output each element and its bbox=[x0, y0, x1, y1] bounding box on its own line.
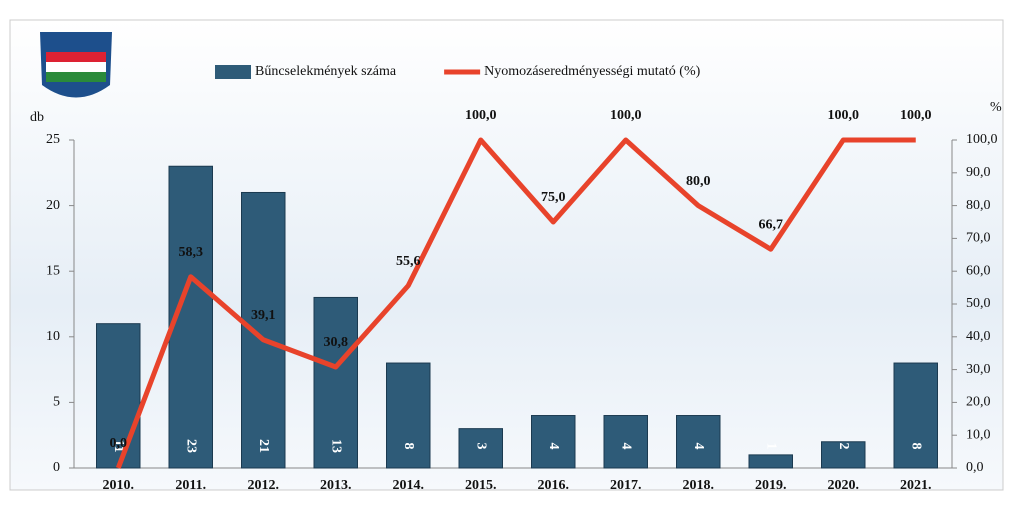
bar-value-label: 4 bbox=[546, 443, 561, 450]
x-tick-label: 2017. bbox=[610, 478, 642, 493]
legend-swatch bbox=[215, 65, 251, 79]
line-value-label: 66,7 bbox=[759, 217, 784, 232]
x-tick-label: 2013. bbox=[320, 478, 352, 493]
bar bbox=[749, 455, 793, 468]
x-tick-label: 2014. bbox=[393, 478, 425, 493]
legend-label: Bűncselekmények száma bbox=[255, 64, 397, 79]
x-tick-label: 2010. bbox=[103, 478, 135, 493]
y2-tick-label: 10,0 bbox=[966, 427, 991, 442]
x-tick-label: 2018. bbox=[683, 478, 715, 493]
line-value-label: 58,3 bbox=[179, 245, 204, 260]
y2-axis-label: % bbox=[990, 100, 1002, 115]
bar bbox=[894, 363, 938, 468]
y2-tick-label: 100,0 bbox=[966, 132, 998, 147]
x-tick-label: 2016. bbox=[538, 478, 570, 493]
bar-value-label: 8 bbox=[401, 443, 416, 450]
line-value-label: 100,0 bbox=[900, 108, 932, 123]
y-tick-label: 0 bbox=[53, 460, 60, 475]
bar-value-label: 4 bbox=[619, 443, 634, 450]
bar-value-label: 3 bbox=[474, 443, 489, 450]
bar bbox=[387, 363, 431, 468]
y-tick-label: 15 bbox=[46, 263, 60, 278]
logo bbox=[40, 32, 112, 98]
bar bbox=[242, 192, 286, 468]
x-tick-label: 2012. bbox=[248, 478, 280, 493]
chart: db % Bűncselekmények száma Nyomozáseredmé… bbox=[0, 0, 1013, 522]
page: db % Bűncselekmények száma Nyomozáseredmé… bbox=[0, 0, 1013, 522]
bar-value-label: 1 bbox=[764, 443, 779, 450]
x-tick-label: 2019. bbox=[755, 478, 787, 493]
plot-background bbox=[10, 20, 1003, 490]
y2-tick-label: 20,0 bbox=[966, 395, 991, 410]
legend-label: Nyomozáseredményességi mutató (%) bbox=[484, 64, 700, 79]
y2-tick-label: 80,0 bbox=[966, 198, 991, 213]
y-tick-label: 10 bbox=[46, 329, 60, 344]
y-axis-label: db bbox=[30, 110, 44, 125]
bar-value-label: 2 bbox=[836, 443, 851, 450]
x-tick-label: 2015. bbox=[465, 478, 497, 493]
line-value-label: 55,6 bbox=[396, 254, 421, 269]
bar-value-label: 21 bbox=[256, 439, 271, 453]
y2-tick-label: 90,0 bbox=[966, 165, 991, 180]
y2-tick-label: 40,0 bbox=[966, 329, 991, 344]
y2-tick-label: 50,0 bbox=[966, 296, 991, 311]
line-value-label: 30,8 bbox=[324, 335, 349, 350]
line-value-label: 80,0 bbox=[686, 174, 711, 189]
y2-tick-label: 0,0 bbox=[966, 460, 984, 475]
line-value-label: 75,0 bbox=[541, 190, 566, 205]
line-value-label: 100,0 bbox=[465, 108, 497, 123]
line-value-label: 100,0 bbox=[828, 108, 860, 123]
y2-tick-label: 30,0 bbox=[966, 362, 991, 377]
line-value-label: 100,0 bbox=[610, 108, 642, 123]
bar-value-label: 4 bbox=[691, 443, 706, 450]
y-tick-label: 5 bbox=[53, 395, 60, 410]
y2-tick-label: 60,0 bbox=[966, 263, 991, 278]
x-tick-label: 2011. bbox=[175, 478, 206, 493]
bar-value-label: 13 bbox=[329, 439, 344, 453]
line-value-label: 0,0 bbox=[110, 436, 128, 451]
y2-tick-label: 70,0 bbox=[966, 231, 991, 246]
y-tick-label: 20 bbox=[46, 198, 60, 213]
bar-value-label: 8 bbox=[909, 443, 924, 450]
y-tick-label: 25 bbox=[46, 132, 60, 147]
x-tick-label: 2021. bbox=[900, 478, 932, 493]
line-value-label: 39,1 bbox=[251, 308, 276, 323]
x-tick-label: 2020. bbox=[828, 478, 860, 493]
bar-value-label: 23 bbox=[184, 439, 199, 453]
